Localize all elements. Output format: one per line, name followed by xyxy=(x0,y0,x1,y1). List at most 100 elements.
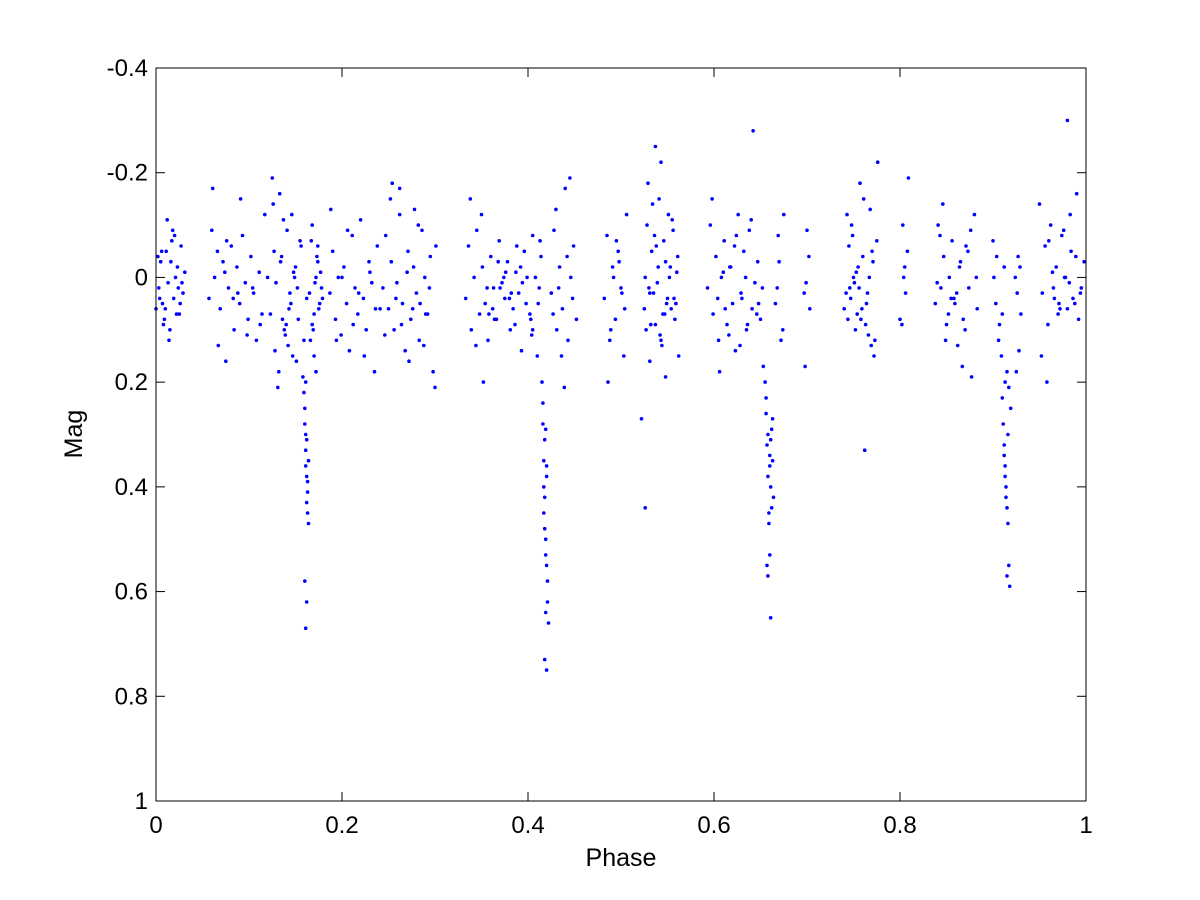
data-point xyxy=(648,291,652,295)
data-point xyxy=(777,259,781,264)
data-point xyxy=(803,364,807,369)
data-point xyxy=(761,364,766,369)
data-point xyxy=(747,228,752,233)
data-point xyxy=(767,521,771,526)
data-point xyxy=(873,338,877,343)
data-point xyxy=(755,259,760,264)
data-point xyxy=(350,233,355,238)
data-point xyxy=(296,317,301,322)
data-point xyxy=(299,244,303,248)
data-point xyxy=(295,286,300,290)
data-point xyxy=(294,359,299,364)
data-point xyxy=(723,307,727,311)
data-point xyxy=(807,254,811,259)
y-tick-label: 0.8 xyxy=(115,683,148,710)
data-point xyxy=(751,129,755,133)
data-point xyxy=(1047,239,1051,243)
data-point xyxy=(773,301,778,306)
data-point xyxy=(768,485,773,489)
data-point xyxy=(670,218,674,222)
data-point xyxy=(545,579,550,583)
data-point xyxy=(613,317,618,322)
data-point xyxy=(226,286,231,290)
data-point xyxy=(845,212,849,217)
data-point xyxy=(733,348,738,353)
data-point xyxy=(1068,212,1072,217)
data-point xyxy=(542,437,547,442)
data-point xyxy=(176,286,181,290)
data-point xyxy=(260,312,264,316)
data-point xyxy=(727,333,731,337)
data-points xyxy=(154,118,1086,672)
data-point xyxy=(1060,233,1064,238)
data-point xyxy=(433,385,437,390)
data-point xyxy=(428,254,433,259)
data-point xyxy=(968,228,973,233)
data-point xyxy=(769,506,774,510)
data-point xyxy=(667,275,672,280)
data-point xyxy=(728,265,733,269)
data-point xyxy=(717,369,722,374)
data-point xyxy=(1056,312,1060,316)
data-point xyxy=(345,228,350,233)
data-point xyxy=(303,448,308,453)
data-point xyxy=(304,437,309,442)
data-point xyxy=(1065,118,1070,123)
data-point xyxy=(423,275,427,280)
data-point xyxy=(223,270,227,275)
data-point xyxy=(552,228,556,233)
data-point xyxy=(303,422,307,426)
data-point xyxy=(972,212,977,217)
data-point xyxy=(753,280,757,285)
data-point xyxy=(854,270,859,275)
data-point xyxy=(316,259,320,264)
data-point xyxy=(273,348,277,353)
data-point xyxy=(315,254,319,259)
x-tick-label: 0.2 xyxy=(325,812,358,839)
data-point xyxy=(336,275,341,280)
data-point xyxy=(1076,317,1081,322)
data-point xyxy=(1013,275,1018,280)
data-point xyxy=(409,317,413,322)
data-point xyxy=(210,186,215,191)
data-point xyxy=(847,244,851,248)
data-point xyxy=(1074,254,1078,259)
data-point xyxy=(846,317,850,322)
data-point xyxy=(672,296,676,301)
data-point xyxy=(163,307,168,311)
data-point xyxy=(610,265,615,269)
data-point xyxy=(277,191,282,196)
data-point xyxy=(479,212,484,217)
data-point xyxy=(306,521,311,526)
data-point xyxy=(463,296,468,301)
data-point xyxy=(760,286,765,290)
data-point xyxy=(867,275,872,280)
data-point xyxy=(1014,369,1019,374)
data-point xyxy=(538,239,542,243)
data-point xyxy=(935,280,939,285)
data-point xyxy=(178,301,182,306)
data-point xyxy=(563,186,567,191)
data-point xyxy=(1003,474,1007,479)
data-point xyxy=(941,254,946,259)
data-point xyxy=(308,338,313,343)
data-point xyxy=(333,317,338,322)
data-point xyxy=(992,275,996,280)
data-point xyxy=(304,600,309,604)
data-point xyxy=(1051,286,1056,290)
data-point xyxy=(642,307,647,311)
data-point xyxy=(159,249,164,254)
data-point xyxy=(364,328,369,332)
data-point xyxy=(356,291,361,295)
data-point xyxy=(902,265,907,269)
x-tick-label: 1 xyxy=(1079,812,1092,839)
data-point xyxy=(668,265,673,269)
data-point xyxy=(277,369,281,374)
data-point xyxy=(293,265,298,269)
data-point xyxy=(420,228,424,233)
data-point xyxy=(574,317,579,322)
data-point xyxy=(763,380,767,384)
data-point xyxy=(503,270,508,275)
data-point xyxy=(268,312,273,316)
data-point xyxy=(1007,563,1011,568)
